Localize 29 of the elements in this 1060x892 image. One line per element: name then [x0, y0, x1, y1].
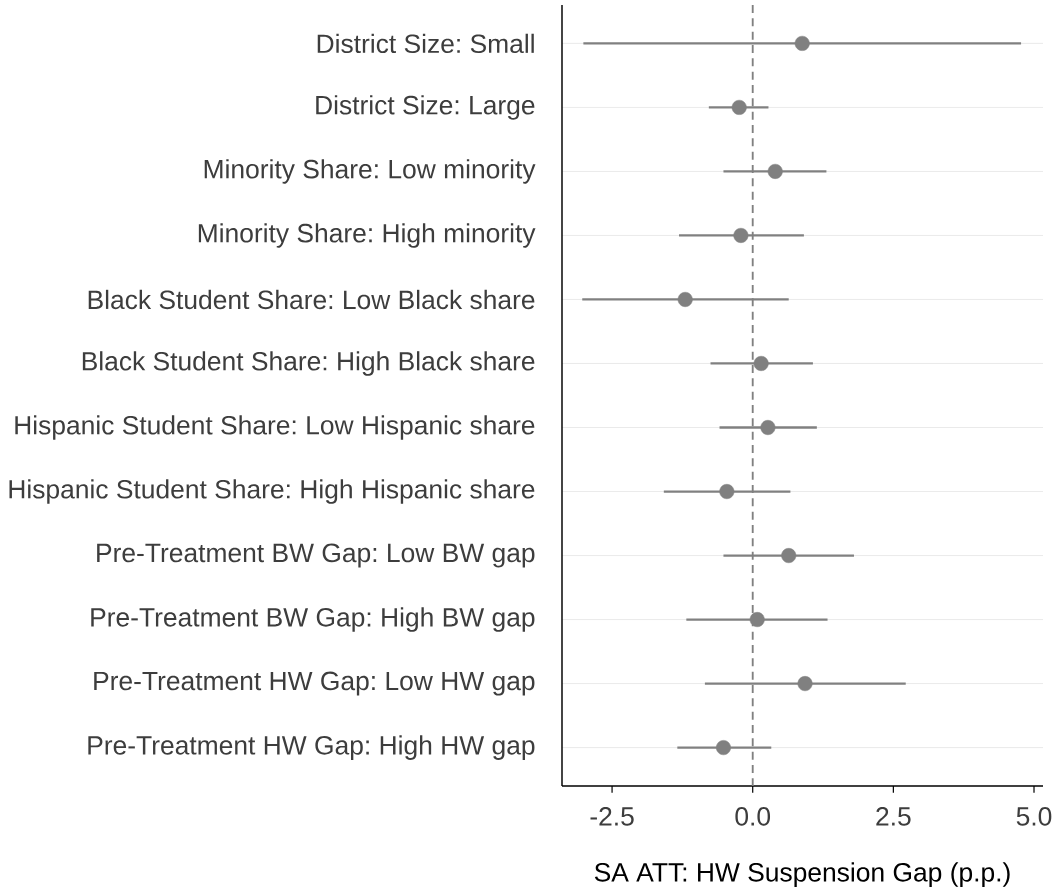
y-tick-label: Minority Share: High minority	[198, 223, 536, 248]
y-tick-label: Pre-Treatment HW Gap: High HW gap	[88, 735, 535, 760]
y-tick-label: Black Student Share: High Black share	[82, 351, 535, 376]
y-tick-label: District Size: Small	[317, 33, 534, 54]
y-tick-label: Pre-Treatment HW Gap: Low HW gap	[94, 671, 535, 696]
point	[731, 99, 747, 115]
x-axis-title: SA ATT: HW Suspension Gap (p.p.)	[594, 862, 1010, 887]
y-tick-label: Pre-Treatment BW Gap: High BW gap	[91, 607, 535, 632]
y-tick-label: Minority Share: Low minority	[204, 159, 536, 184]
y-tick-label: Hispanic Student Share: High Hispanic share	[9, 479, 535, 504]
point	[733, 227, 749, 243]
x-tick-label: -2.5	[590, 807, 634, 826]
point	[753, 356, 769, 371]
point	[719, 484, 735, 499]
point	[767, 163, 783, 179]
point	[797, 676, 813, 692]
point	[677, 292, 693, 307]
x-tick-label: 0.0	[735, 807, 771, 826]
point	[715, 740, 731, 756]
y-tick-label: Pre-Treatment BW Gap: Low BW gap	[97, 543, 535, 568]
x-tick-label: 2.5	[876, 807, 911, 826]
point	[781, 548, 797, 564]
y-tick-label: District Size: Large	[316, 95, 535, 120]
point	[760, 420, 776, 435]
point	[794, 35, 810, 51]
point	[749, 612, 765, 628]
y-tick-label: Black Student Share: Low Black share	[88, 289, 535, 310]
y-tick-label: Hispanic Student Share: Low Hispanic share	[15, 415, 535, 440]
x-tick-label: 5.0	[1016, 807, 1052, 826]
